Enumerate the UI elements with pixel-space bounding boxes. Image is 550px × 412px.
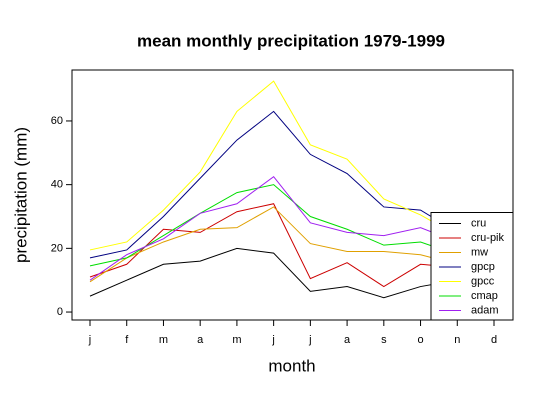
y-tick-label: 0: [57, 306, 63, 318]
legend: cru cru-pik mw gpcp gpcc cmap adam: [430, 212, 514, 321]
legend-label: gpcc: [471, 275, 495, 287]
series-line: [89, 203, 495, 288]
legend-label: cru-pik: [471, 232, 505, 244]
x-tick-label: a: [344, 334, 351, 346]
series-line: [89, 110, 495, 259]
legend-label: cru: [471, 217, 486, 229]
x-tick-label: n: [454, 334, 460, 346]
x-tick-label: m: [159, 334, 168, 346]
series-line: [89, 175, 495, 281]
x-tick-label: f: [125, 334, 129, 346]
plot-frame: [71, 69, 514, 321]
chart-title: mean monthly precipitation 1979-1999: [137, 31, 445, 50]
x-tick-label: j: [308, 334, 311, 346]
x-tick-label: j: [271, 334, 274, 346]
series-line: [89, 247, 495, 299]
y-tick-label: 40: [51, 179, 63, 191]
legend-label: mw: [471, 246, 488, 258]
y-axis-label: precipitation (mm): [11, 127, 30, 263]
x-axis-label: month: [268, 356, 315, 375]
y-tick-label: 20: [51, 242, 63, 254]
x-tick-label: o: [417, 334, 423, 346]
series-line: [89, 80, 495, 251]
y-tick-label: 60: [51, 115, 63, 127]
x-tick-label: a: [197, 334, 204, 346]
legend-box: [430, 212, 514, 321]
legend-label: adam: [471, 304, 499, 316]
x-tick-label: d: [491, 334, 497, 346]
x-tick-label: j: [88, 334, 91, 346]
x-tick-label: s: [381, 334, 387, 346]
legend-label: gpcp: [471, 261, 495, 273]
legend-label: cmap: [471, 290, 498, 302]
x-tick-label: m: [232, 334, 241, 346]
series-line: [89, 206, 495, 283]
